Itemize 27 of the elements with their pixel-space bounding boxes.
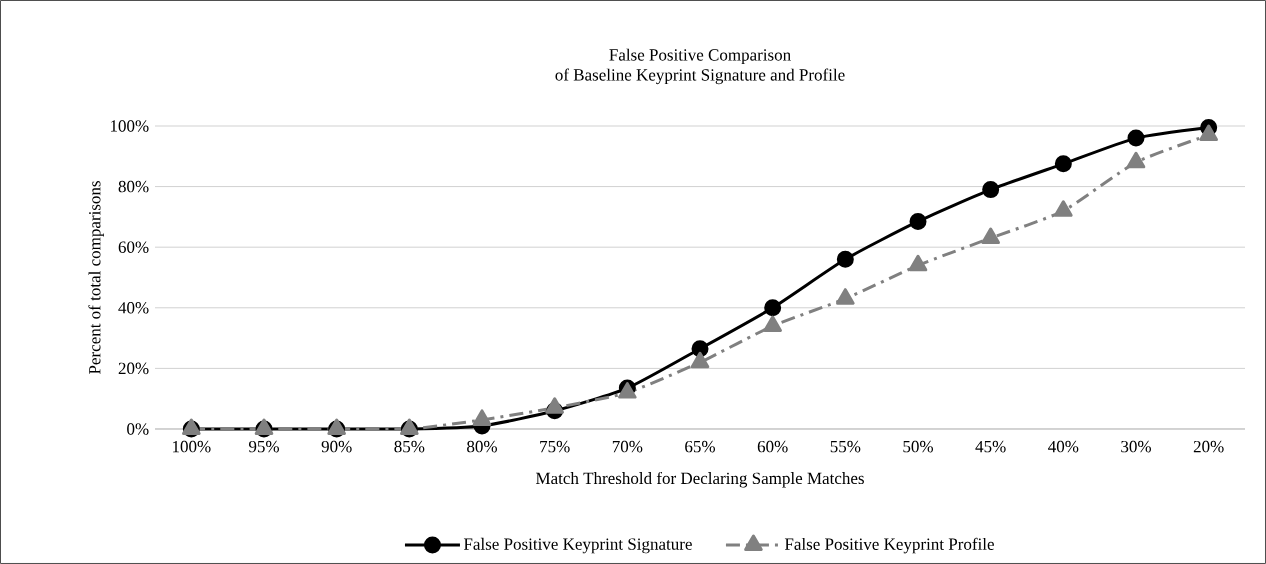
x-tick-label: 70% bbox=[612, 440, 643, 453]
x-tick-label: 50% bbox=[903, 440, 933, 453]
y-tick-label: 80% bbox=[118, 180, 149, 193]
x-tick-label: 30% bbox=[1121, 440, 1151, 453]
x-tick-label: 100% bbox=[173, 440, 211, 453]
x-tick-label: 55% bbox=[830, 440, 861, 453]
x-axis-title: Match Threshold for Declaring Sample Matches bbox=[535, 471, 864, 488]
x-tick-label: 20% bbox=[1193, 440, 1224, 453]
x-tick-label: 75% bbox=[540, 440, 570, 453]
x-tick-label: 80% bbox=[467, 440, 498, 453]
x-tick-label: 95% bbox=[248, 440, 280, 453]
legend-label: False Positive Keyprint Signature bbox=[463, 537, 692, 554]
x-tick-label: 65% bbox=[685, 440, 716, 453]
y-axis-title: Percent of total comparisons bbox=[88, 181, 104, 375]
y-tick-label: 40% bbox=[118, 302, 149, 314]
x-tick-label: 90% bbox=[321, 440, 352, 453]
y-tick-label: 0% bbox=[127, 423, 149, 435]
x-tick-label: 60% bbox=[757, 440, 788, 453]
chart-title: False Positive Comparison bbox=[609, 48, 791, 65]
y-tick-label: 20% bbox=[118, 362, 149, 375]
y-tick-label: 60% bbox=[118, 241, 149, 253]
legend-label: False Positive Keyprint Profile bbox=[784, 537, 994, 554]
x-tick-label: 40% bbox=[1048, 440, 1079, 453]
x-tick-label: 85% bbox=[394, 440, 425, 453]
chart-subtitle: of Baseline Keyprint Signature and Profile bbox=[555, 68, 845, 85]
y-tick-label: 100% bbox=[110, 120, 149, 132]
x-tick-label: 45% bbox=[975, 440, 1006, 453]
